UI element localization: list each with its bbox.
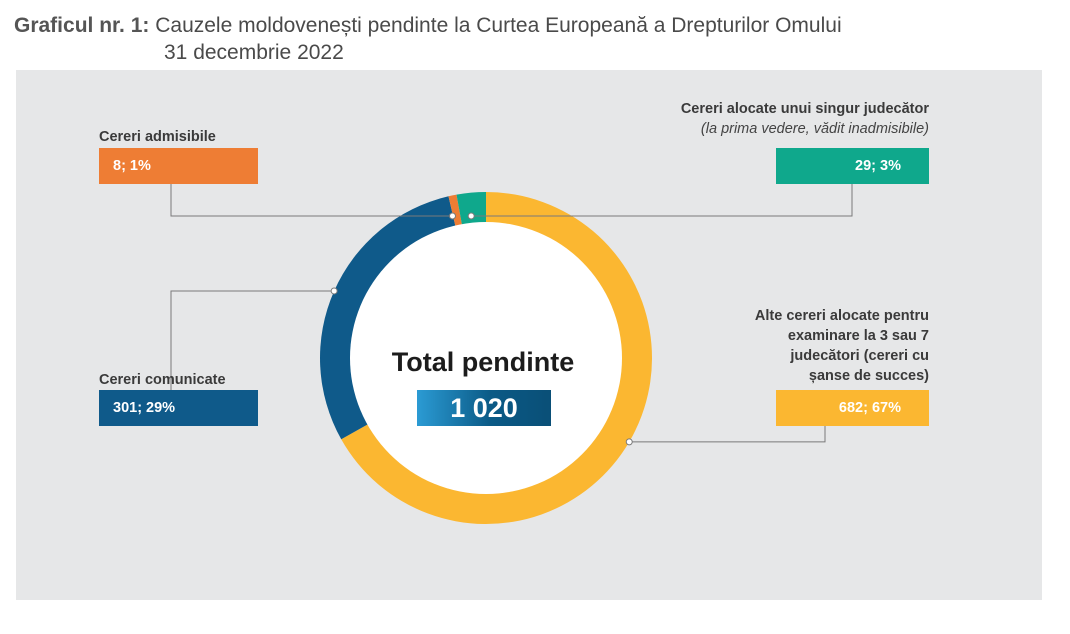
label-other-line: judecători (cereri cu — [790, 348, 929, 364]
leader-line-2 — [170, 184, 453, 217]
leader-dot-0 — [625, 438, 633, 446]
value-box-single-judge: 29; 3% — [776, 148, 929, 184]
donut-hole — [350, 222, 622, 494]
value-box-communicated: 301; 29% — [99, 390, 258, 426]
chart-title: Graficul nr. 1: Cauzele moldovenești pen… — [14, 12, 842, 64]
total-value-box: 1 020 — [417, 390, 551, 426]
leader-line-3 — [471, 184, 853, 217]
value-box-admissible: 8; 1% — [99, 148, 258, 184]
leader-dot-2 — [448, 212, 456, 220]
label-other-line: șanse de succes) — [808, 368, 929, 384]
title-line1: Cauzele moldovenești pendinte la Curtea … — [155, 14, 842, 37]
leader-line-1 — [170, 290, 335, 426]
title-prefix: Graficul nr. 1: — [14, 14, 150, 37]
label-communicated: Cereri comunicate — [99, 372, 226, 388]
leader-lines — [170, 184, 853, 446]
leader-line-0 — [629, 426, 826, 443]
label-single-judge: Cereri alocate unui singur judecător (la… — [529, 99, 929, 139]
label-other: Alte cereri alocate pentru examinare la … — [629, 306, 929, 386]
label-other-line: Alte cereri alocate pentru — [754, 308, 929, 324]
label-single-judge-title: Cereri alocate unui singur judecător — [680, 101, 929, 117]
leader-dot-1 — [330, 287, 338, 295]
value-box-other: 682; 67% — [776, 390, 929, 426]
leader-dot-3 — [467, 212, 475, 220]
center-label: Total pendinte — [391, 347, 575, 377]
title-line2: 31 decembrie 2022 — [164, 41, 344, 64]
label-single-judge-note: (la prima vedere, vădit inadmisibile) — [700, 121, 929, 137]
label-other-line: examinare la 3 sau 7 — [787, 328, 929, 344]
label-admissible: Cereri admisibile — [99, 129, 216, 145]
